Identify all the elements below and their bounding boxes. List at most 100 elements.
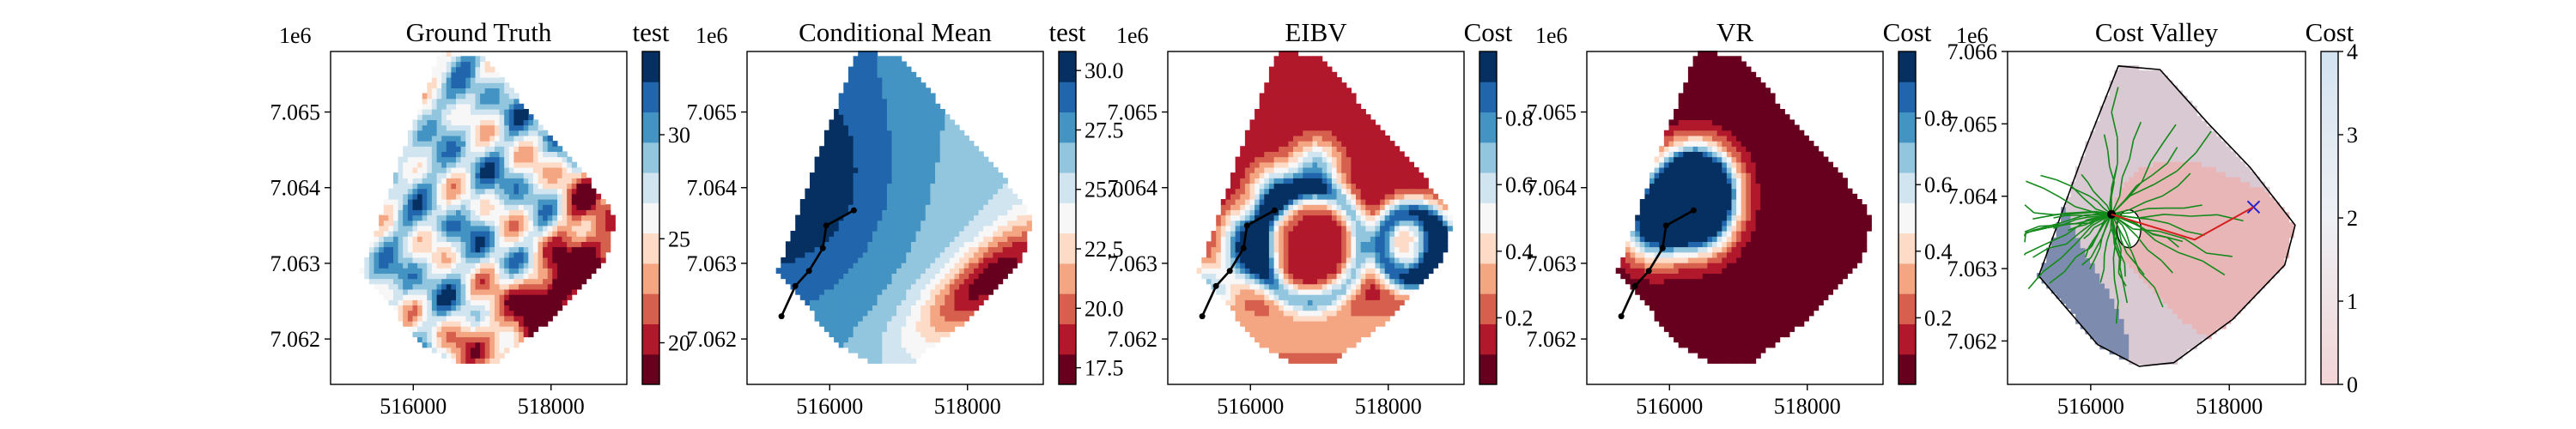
heatmap-cell bbox=[451, 246, 457, 253]
heatmap-cell bbox=[407, 225, 414, 232]
heatmap-cell bbox=[1012, 231, 1018, 237]
heatmap-cell bbox=[959, 225, 965, 232]
heatmap-cell bbox=[513, 231, 519, 237]
heatmap-cell bbox=[1312, 93, 1318, 100]
heatmap-cell bbox=[456, 310, 462, 317]
heatmap-cell bbox=[1297, 130, 1303, 136]
heatmap-cell bbox=[1255, 257, 1261, 263]
heatmap-cell bbox=[379, 283, 385, 290]
heatmap-cell bbox=[1240, 178, 1246, 184]
heatmap-cell bbox=[858, 135, 864, 142]
heatmap-cell bbox=[896, 257, 902, 263]
heatmap-cell bbox=[814, 161, 820, 168]
heatmap-cell bbox=[969, 161, 975, 168]
heatmap-cell bbox=[915, 93, 921, 100]
heatmap-cell bbox=[829, 263, 835, 269]
heatmap-cell bbox=[848, 119, 854, 126]
heatmap-cell bbox=[920, 273, 927, 280]
heatmap-cell bbox=[814, 257, 820, 263]
heatmap-cell bbox=[547, 188, 553, 195]
heatmap-cell bbox=[456, 109, 462, 115]
heatmap-cell bbox=[1303, 299, 1309, 305]
heatmap-cell bbox=[1240, 199, 1246, 205]
heatmap-cell bbox=[489, 358, 495, 364]
heatmap-cell bbox=[552, 193, 558, 200]
heatmap-cell bbox=[848, 214, 854, 221]
heatmap-cell bbox=[1259, 119, 1265, 126]
heatmap-cell bbox=[451, 114, 457, 120]
heatmap-cell bbox=[528, 263, 534, 269]
heatmap-cell bbox=[1012, 263, 1018, 269]
heatmap-cell bbox=[571, 278, 577, 285]
heatmap-cell bbox=[945, 146, 951, 152]
heatmap-cell bbox=[877, 71, 883, 78]
heatmap-cell bbox=[1307, 358, 1314, 364]
heatmap-cell bbox=[407, 166, 414, 173]
heatmap-cell bbox=[867, 204, 873, 210]
heatmap-cell bbox=[1283, 246, 1289, 253]
heatmap-cell bbox=[359, 268, 365, 274]
heatmap-cell bbox=[595, 220, 602, 227]
heatmap-cell bbox=[519, 178, 525, 184]
heatmap-cell bbox=[504, 315, 510, 322]
heatmap-cell bbox=[538, 294, 544, 300]
heatmap-cell bbox=[867, 315, 873, 322]
heatmap-cell bbox=[1220, 257, 1226, 263]
heatmap-cell bbox=[1235, 231, 1241, 237]
heatmap-cell bbox=[407, 214, 414, 221]
heatmap-cell bbox=[1288, 151, 1294, 158]
heatmap-cell bbox=[456, 82, 462, 88]
heatmap-cell bbox=[1317, 98, 1323, 105]
heatmap-cell bbox=[519, 161, 525, 168]
heatmap-cell bbox=[978, 236, 984, 242]
heatmap-cell bbox=[877, 246, 883, 253]
heatmap-cell bbox=[431, 141, 438, 147]
heatmap-cell bbox=[911, 347, 917, 353]
heatmap-cell bbox=[1220, 225, 1226, 232]
heatmap-cell bbox=[983, 204, 989, 210]
heatmap-cell bbox=[838, 183, 844, 190]
heatmap-cell bbox=[519, 141, 525, 147]
heatmap-cell bbox=[1017, 225, 1023, 232]
heatmap-cell bbox=[407, 172, 414, 178]
heatmap-cell bbox=[843, 241, 849, 248]
heatmap-cell bbox=[571, 166, 577, 173]
heatmap-cell bbox=[1244, 246, 1251, 253]
heatmap-cell bbox=[993, 204, 999, 210]
heatmap-cell bbox=[552, 214, 558, 221]
heatmap-cell bbox=[480, 310, 486, 317]
heatmap-cell bbox=[1235, 166, 1241, 173]
heatmap-cell bbox=[886, 166, 893, 173]
heatmap-cell bbox=[1259, 141, 1265, 147]
heatmap-cell bbox=[427, 199, 433, 205]
heatmap-cell bbox=[513, 294, 519, 300]
heatmap-cell bbox=[431, 214, 438, 221]
heatmap-cell bbox=[1235, 199, 1241, 205]
heatmap-cell bbox=[499, 278, 505, 285]
heatmap-cell bbox=[1279, 305, 1285, 311]
heatmap-cell bbox=[1201, 268, 1207, 274]
heatmap-cell bbox=[456, 56, 462, 63]
heatmap-cell bbox=[586, 257, 592, 263]
heatmap-cell bbox=[480, 251, 486, 258]
heatmap-cell bbox=[886, 341, 893, 348]
heatmap-cell bbox=[562, 225, 568, 232]
heatmap-cell bbox=[1279, 241, 1285, 248]
heatmap-cell bbox=[441, 141, 447, 147]
heatmap-cell bbox=[1312, 56, 1318, 63]
heatmap-cell bbox=[1317, 93, 1323, 100]
heatmap-cell bbox=[1211, 278, 1217, 285]
heatmap-cell bbox=[407, 283, 414, 290]
heatmap-cell bbox=[872, 178, 878, 184]
heatmap-cell bbox=[451, 341, 457, 348]
heatmap-cell bbox=[1288, 326, 1294, 332]
heatmap-cell bbox=[508, 214, 514, 221]
heatmap-cell bbox=[504, 156, 510, 163]
heatmap-cell bbox=[465, 283, 471, 290]
heatmap-cell bbox=[504, 283, 510, 290]
heatmap-cell bbox=[1002, 268, 1008, 274]
heatmap-cell bbox=[495, 103, 501, 110]
heatmap-cell bbox=[1283, 341, 1289, 348]
heatmap-cell bbox=[591, 236, 597, 242]
heatmap-cell bbox=[475, 135, 481, 142]
